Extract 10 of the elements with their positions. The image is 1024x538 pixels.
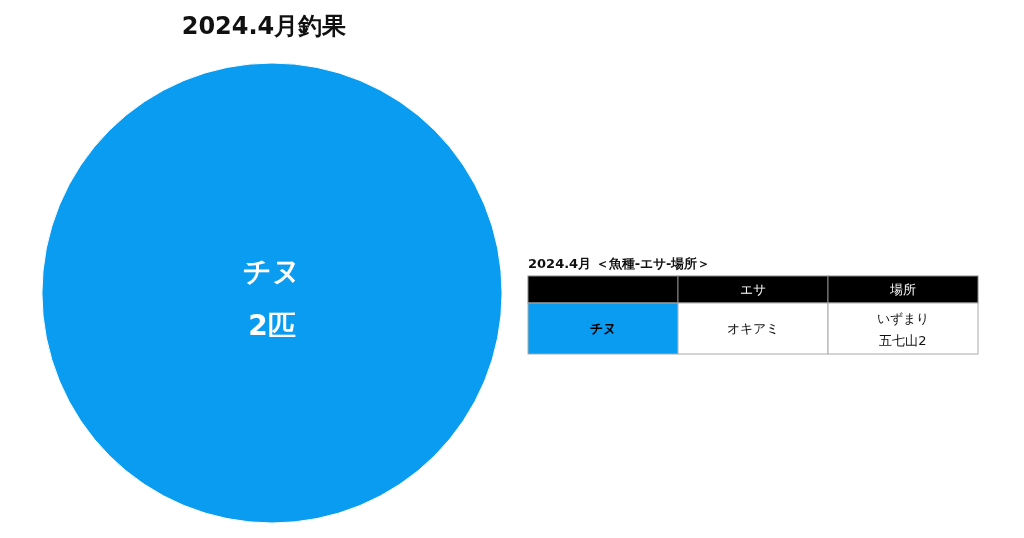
chart-title: 2024.4月釣果 — [181, 12, 347, 40]
text: エサ — [740, 282, 766, 297]
text: いずまり — [877, 311, 929, 326]
slice-label: チヌ — [243, 255, 301, 288]
text: 五七山2 — [879, 333, 927, 348]
data-label: 2匹 — [248, 309, 296, 342]
text: チヌ — [590, 321, 616, 336]
text: オキアミ — [727, 321, 779, 336]
text: 2024.4月 ＜魚種-エサ-場所＞ — [528, 256, 711, 271]
text: 場所 — [889, 282, 916, 297]
